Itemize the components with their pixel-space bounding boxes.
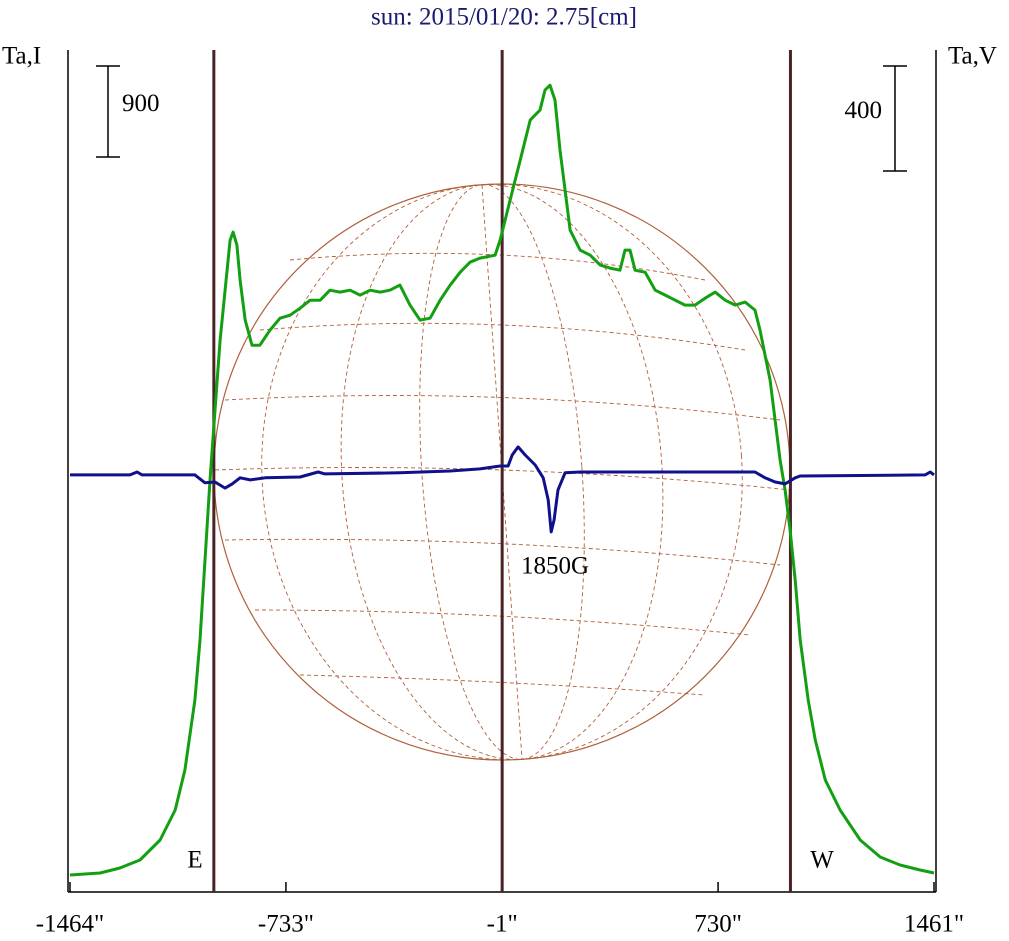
x-tick-label: 730" — [694, 911, 742, 938]
annotation: E — [187, 847, 202, 874]
annotation: 1850G — [521, 553, 589, 580]
chart-title: sun: 2015/01/20: 2.75[cm] — [371, 4, 637, 31]
annotation: W — [810, 847, 834, 874]
series-line — [69, 83, 935, 877]
y-label: Ta,I — [2, 43, 41, 70]
x-tick-label: -1464" — [36, 911, 105, 938]
scale-label: 400 — [845, 97, 883, 124]
x-tick-label: 1461" — [904, 911, 964, 938]
y2-label: Ta,V — [948, 43, 997, 70]
series-line — [70, 445, 935, 534]
x-tick-label: -1" — [487, 911, 518, 938]
scale-label: 900 — [122, 90, 160, 117]
x-tick-label: -733" — [258, 911, 314, 938]
